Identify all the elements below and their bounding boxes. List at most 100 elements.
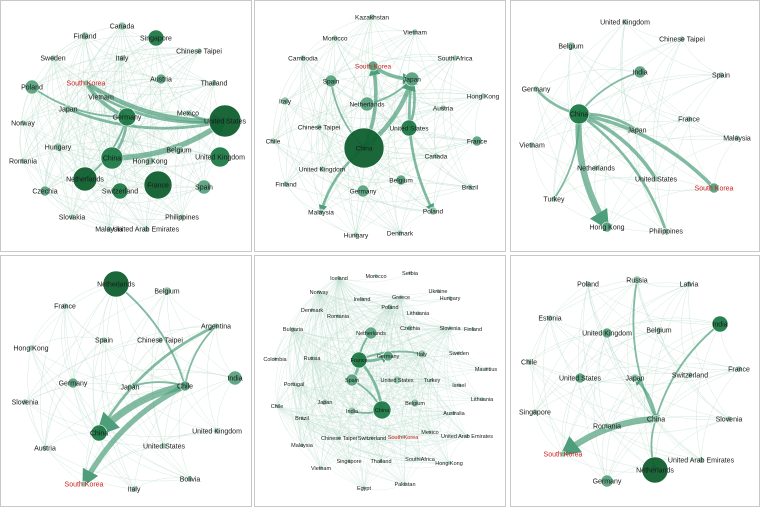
node-netherlands[interactable]	[641, 456, 669, 484]
node-chile[interactable]	[525, 358, 533, 366]
node-south-korea[interactable]	[80, 480, 88, 488]
node-morocco[interactable]	[331, 34, 339, 42]
node-france[interactable]	[61, 302, 69, 310]
node-switzerland[interactable]	[369, 435, 375, 441]
node-turkey[interactable]	[429, 377, 435, 383]
node-romania[interactable]	[335, 313, 341, 319]
node-united-kingdom[interactable]	[209, 146, 231, 168]
node-united-states[interactable]	[208, 104, 242, 138]
node-south-korea[interactable]	[559, 450, 567, 458]
node-hong-kong[interactable]	[27, 344, 35, 352]
node-brazil[interactable]	[466, 183, 474, 191]
node-japan[interactable]	[630, 373, 640, 383]
node-france[interactable]	[350, 351, 368, 369]
node-czechia[interactable]	[406, 324, 414, 332]
node-vietnam[interactable]	[528, 141, 536, 149]
node-philippines[interactable]	[178, 213, 186, 221]
node-estonia[interactable]	[546, 314, 554, 322]
node-belgium[interactable]	[566, 41, 576, 51]
node-spain[interactable]	[100, 336, 108, 344]
node-russia[interactable]	[632, 275, 642, 285]
node-thailand[interactable]	[378, 458, 384, 464]
node-latvia[interactable]	[685, 280, 693, 288]
node-india[interactable]	[711, 315, 729, 333]
node-austria[interactable]	[439, 104, 447, 112]
node-bulgaria[interactable]	[290, 326, 296, 332]
node-australia[interactable]	[451, 410, 457, 416]
node-united-kingdom[interactable]	[601, 327, 613, 339]
node-united-states[interactable]	[160, 442, 168, 450]
node-germany[interactable]	[67, 377, 79, 389]
node-germany[interactable]	[382, 350, 394, 362]
node-hong-kong[interactable]	[446, 460, 452, 466]
node-belgium[interactable]	[655, 326, 663, 334]
node-philippines[interactable]	[662, 227, 670, 235]
node-france[interactable]	[735, 365, 743, 373]
node-united-states[interactable]	[400, 119, 418, 137]
node-south-korea[interactable]	[82, 79, 90, 87]
node-lithuania[interactable]	[479, 396, 485, 402]
node-germany[interactable]	[117, 107, 137, 127]
node-united-arab-emirates[interactable]	[697, 456, 705, 464]
node-india[interactable]	[347, 406, 357, 416]
node-chile[interactable]	[179, 380, 191, 392]
node-vietnam[interactable]	[411, 28, 419, 36]
node-spain[interactable]	[324, 74, 338, 88]
node-norway[interactable]	[19, 119, 27, 127]
node-united-kingdom[interactable]	[213, 427, 221, 435]
node-singapore[interactable]	[531, 408, 539, 416]
node-czechia[interactable]	[39, 185, 51, 197]
node-united-arab-emirates[interactable]	[464, 433, 470, 439]
node-india[interactable]	[633, 65, 647, 79]
node-chinese-taipei[interactable]	[336, 435, 342, 441]
node-mexico[interactable]	[427, 429, 433, 435]
node-russia[interactable]	[309, 355, 315, 361]
node-egypt[interactable]	[361, 485, 367, 491]
node-united-states[interactable]	[574, 372, 586, 384]
node-spain[interactable]	[717, 71, 725, 79]
node-south-africa[interactable]	[451, 54, 459, 62]
node-malaysia[interactable]	[317, 208, 325, 216]
node-singapore[interactable]	[346, 458, 352, 464]
node-ireland[interactable]	[359, 296, 365, 302]
node-south-korea[interactable]	[367, 60, 379, 72]
node-china[interactable]	[100, 146, 124, 170]
node-sweden[interactable]	[456, 350, 462, 356]
node-chile[interactable]	[274, 403, 280, 409]
node-france[interactable]	[471, 135, 483, 147]
node-china[interactable]	[90, 424, 108, 442]
node-poland[interactable]	[584, 280, 592, 288]
node-denmark[interactable]	[309, 307, 315, 313]
node-spain[interactable]	[345, 373, 359, 387]
node-chinese-taipei[interactable]	[195, 47, 203, 55]
node-united-arab-emirates[interactable]	[142, 225, 150, 233]
node-finland[interactable]	[80, 31, 90, 41]
node-chinese-taipei[interactable]	[156, 336, 164, 344]
node-china[interactable]	[343, 127, 385, 169]
node-japan[interactable]	[633, 126, 641, 134]
node-slovenia[interactable]	[21, 398, 29, 406]
node-netherlands[interactable]	[102, 270, 130, 298]
node-hong-kong[interactable]	[601, 221, 613, 233]
node-germany[interactable]	[356, 184, 370, 198]
node-japan[interactable]	[63, 104, 73, 114]
node-morocco[interactable]	[373, 273, 379, 279]
node-belgium[interactable]	[162, 286, 172, 296]
node-canada[interactable]	[432, 152, 440, 160]
node-ukraine[interactable]	[435, 288, 441, 294]
node-colombia[interactable]	[272, 356, 278, 362]
node-turkey[interactable]	[550, 195, 558, 203]
node-vietnam[interactable]	[318, 465, 324, 471]
node-italy[interactable]	[130, 485, 138, 493]
node-switzerland[interactable]	[686, 371, 694, 379]
node-cambodia[interactable]	[299, 54, 307, 62]
node-spain[interactable]	[196, 179, 212, 195]
node-south-africa[interactable]	[417, 456, 423, 462]
node-belgium[interactable]	[395, 174, 407, 186]
node-china[interactable]	[568, 103, 590, 125]
node-hong-kong[interactable]	[479, 92, 487, 100]
node-chinese-taipei[interactable]	[315, 123, 323, 131]
node-singapore[interactable]	[147, 29, 165, 47]
node-brazil[interactable]	[299, 415, 305, 421]
node-kazakhstan[interactable]	[368, 13, 376, 21]
